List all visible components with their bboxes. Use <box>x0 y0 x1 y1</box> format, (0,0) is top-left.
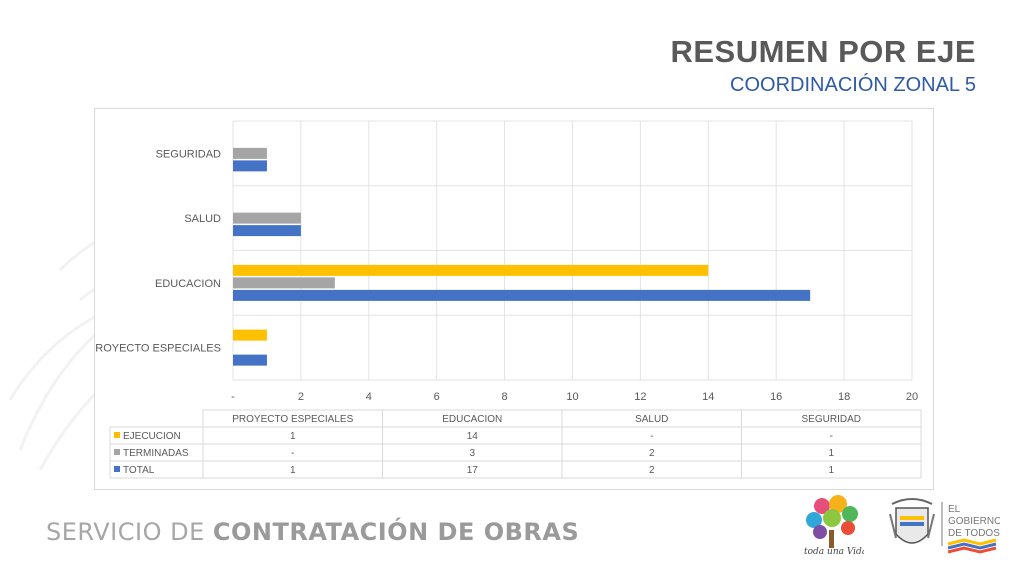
category-label: PROYECTO ESPECIALES <box>95 343 221 355</box>
x-tick-label: 14 <box>702 391 714 403</box>
table-data-cell: - <box>830 431 833 442</box>
table-header-cell: SALUD <box>635 414 668 425</box>
table-data-cell: 17 <box>467 465 479 476</box>
toda-una-vida-logo: toda una Vida <box>804 495 864 557</box>
footer-org-bold: CONTRATACIÓN DE OBRAS <box>212 518 580 546</box>
table-data-cell: 3 <box>469 448 475 459</box>
x-tick-label: 6 <box>434 391 440 403</box>
gobierno-logo: EL GOBIERNO DE TODOS <box>941 502 1000 554</box>
table-data-cell: 2 <box>649 448 655 459</box>
table-data-cell: 1 <box>828 465 834 476</box>
logo-vida-text: toda una Vida <box>804 547 864 557</box>
category-label: SEGURIDAD <box>156 148 221 160</box>
legend-label: TERMINADAS <box>123 448 189 459</box>
category-label: EDUCACION <box>155 278 221 290</box>
page-title: RESUMEN POR EJE <box>670 34 976 69</box>
legend-key-ejecucion <box>114 432 120 438</box>
legend-label: TOTAL <box>123 465 155 476</box>
x-tick-label: 4 <box>366 391 372 403</box>
chart-container: -2 4 6 8 10 12 14 16 18 20 PROYECTO ESPECIALES EDUC… <box>94 108 934 490</box>
table-data-cell: 2 <box>649 465 655 476</box>
x-tick-label: - <box>231 391 235 403</box>
bar-total <box>233 160 267 172</box>
category-label: SALUD <box>184 213 221 225</box>
x-tick-label: 20 <box>906 391 918 403</box>
table-header-cell: PROYECTO ESPECIALES <box>232 414 353 425</box>
table-header-cell: SEGURIDAD <box>802 414 861 425</box>
table-header-cell: EDUCACION <box>442 414 502 425</box>
bar-total <box>233 354 267 366</box>
bar-terminadas <box>233 147 267 159</box>
coat-of-arms-logo <box>889 498 935 544</box>
x-tick-label: 8 <box>502 391 508 403</box>
legend-key-total <box>114 466 120 472</box>
table-data-cell: 1 <box>290 431 296 442</box>
logo-gob-text: EL <box>948 504 961 515</box>
bar-ejecucion <box>233 264 709 276</box>
table-data-cell: 14 <box>467 431 479 442</box>
x-tick-label: 10 <box>566 391 578 403</box>
svg-text:GOBIERNO: GOBIERNO <box>948 516 1000 527</box>
bar-total <box>233 225 301 237</box>
footer-org-light: SERVICIO DE <box>46 518 213 546</box>
x-tick-label: 18 <box>838 391 850 403</box>
table-data-cell: - <box>650 431 653 442</box>
svg-text:DE TODOS: DE TODOS <box>948 528 1000 539</box>
bar-ejecucion <box>233 329 267 341</box>
x-tick-label: 16 <box>770 391 782 403</box>
page-subtitle: COORDINACIÓN ZONAL 5 <box>730 74 976 96</box>
footer-organization: SERVICIO DE CONTRATACIÓN DE OBRAS <box>46 518 579 546</box>
table-data-cell: 1 <box>828 448 834 459</box>
x-tick-label: 2 <box>298 391 304 403</box>
bar-terminadas <box>233 277 335 289</box>
x-tick-label: 12 <box>634 391 646 403</box>
bar-total <box>233 289 811 301</box>
table-data-cell: 1 <box>290 465 296 476</box>
table-data-cell: - <box>291 448 294 459</box>
bar-terminadas <box>233 212 301 224</box>
legend-label: EJECUCION <box>123 431 181 442</box>
legend-key-terminadas <box>114 449 120 455</box>
